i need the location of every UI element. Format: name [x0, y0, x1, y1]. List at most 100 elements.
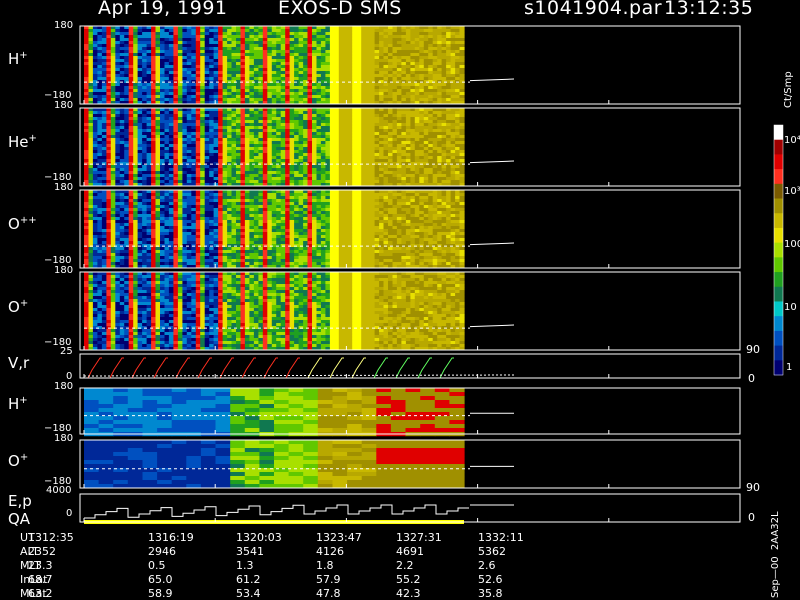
spectrogram-cell [84, 29, 90, 33]
spectrogram-cell [101, 95, 107, 99]
spectrogram-cell [240, 159, 246, 163]
spectrogram-cell [437, 53, 443, 57]
spectrogram-cell [142, 177, 148, 181]
spectrogram-cell [459, 83, 465, 87]
spectrogram-cell [97, 183, 103, 187]
spectrogram-cell [115, 259, 121, 263]
spectrogram-cell [450, 156, 456, 160]
spectrogram-cell [124, 259, 130, 263]
spectrogram-cell [262, 62, 268, 66]
spectrogram-cell [88, 244, 94, 248]
spectrogram-cell [92, 144, 98, 148]
spectrogram-cell [119, 77, 125, 81]
spectrogram-cell [164, 83, 170, 87]
spectrogram-cell [316, 29, 322, 33]
spectrogram-cell [356, 89, 362, 93]
spectrogram-cell [253, 56, 259, 60]
spectrogram-cell [370, 162, 376, 166]
spectrogram-cell [137, 241, 143, 245]
spectrogram-cell [450, 162, 456, 166]
spectrogram-cell [124, 132, 130, 136]
spectrogram-cell [191, 56, 197, 60]
spectrogram-cell [231, 156, 237, 160]
spectrogram-cell [92, 65, 98, 69]
spectrogram-cell [370, 111, 376, 115]
spectrogram-cell [294, 144, 300, 148]
spectrogram-cell [258, 126, 264, 130]
spectrogram-cell [428, 77, 434, 81]
spectrogram-cell [280, 156, 286, 160]
spectrogram-cell [325, 74, 331, 78]
spectrogram-cell [347, 168, 353, 172]
spectrogram-cell [437, 68, 443, 72]
spectrogram-cell [329, 144, 335, 148]
spectrogram-cell [168, 83, 174, 87]
spectrogram-cell [173, 153, 179, 157]
spectrogram-cell [441, 180, 447, 184]
spectrogram-cell [374, 120, 380, 124]
spectrogram-cell [151, 92, 157, 96]
spectrogram-cell [352, 26, 358, 30]
spectrogram-cell [405, 86, 411, 90]
spectrogram-cell [312, 180, 318, 184]
spectrogram-cell [240, 165, 246, 169]
spectrogram-cell [414, 98, 420, 102]
spectrogram-cell [177, 220, 183, 224]
spectrogram-cell [137, 68, 143, 72]
spectrogram-cell [160, 71, 166, 75]
spectrogram-cell [218, 62, 224, 66]
spectrogram-cell [347, 26, 353, 30]
spectrogram-cell [213, 95, 219, 99]
spectrogram-cell [182, 95, 188, 99]
spectrogram-cell [405, 71, 411, 75]
spectrogram-cell [137, 53, 143, 57]
spectrogram-cell [459, 183, 465, 187]
spectrogram-cell [410, 183, 416, 187]
spectrogram-cell [101, 183, 107, 187]
spectrogram-cell [115, 183, 121, 187]
spectrogram-cell [419, 129, 425, 133]
spectrogram-cell [294, 126, 300, 130]
spectrogram-cell [84, 83, 90, 87]
spectrogram-cell [142, 47, 148, 51]
spectrogram-cell [338, 171, 344, 175]
spectrogram-cell [137, 47, 143, 51]
spectrogram-cell [110, 208, 116, 212]
spectrogram-cell [276, 141, 282, 145]
spectrogram-cell [227, 95, 233, 99]
spectrogram-cell [101, 220, 107, 224]
spectrogram-cell [128, 32, 134, 36]
spectrogram-cell [374, 83, 380, 87]
spectrogram-cell [450, 86, 456, 90]
spectrogram-cell [432, 126, 438, 130]
spectrogram-cell [146, 174, 152, 178]
spectrogram-cell [195, 65, 201, 69]
spectrogram-cell [388, 35, 394, 39]
spectrogram-cell [124, 101, 130, 105]
spectrogram-cell [101, 101, 107, 105]
spectrogram-cell [151, 41, 157, 45]
spectrogram-cell [133, 241, 139, 245]
spectrogram-cell [446, 101, 452, 105]
spectrogram-cell [312, 92, 318, 96]
spectrogram-cell [191, 168, 197, 172]
spectrogram-cell [146, 205, 152, 209]
spectrogram-cell [106, 214, 112, 218]
spectrogram-cell [173, 83, 179, 87]
spectrogram-cell [88, 150, 94, 154]
spectrogram-cell [173, 214, 179, 218]
spectrogram-cell [191, 68, 197, 72]
spectrogram-cell [428, 47, 434, 51]
spectrogram-cell [128, 123, 134, 127]
spectrogram-cell [410, 77, 416, 81]
spectrogram-cell [110, 138, 116, 142]
spectrogram-cell [405, 168, 411, 172]
spectrogram-cell [124, 177, 130, 181]
spectrogram-cell [168, 71, 174, 75]
spectrogram-cell [177, 89, 183, 93]
spectrogram-cell [222, 32, 228, 36]
spectrogram-cell [253, 77, 259, 81]
spectrogram-cell [396, 135, 402, 139]
spectrogram-cell [227, 68, 233, 72]
spectrogram-cell [209, 86, 215, 90]
